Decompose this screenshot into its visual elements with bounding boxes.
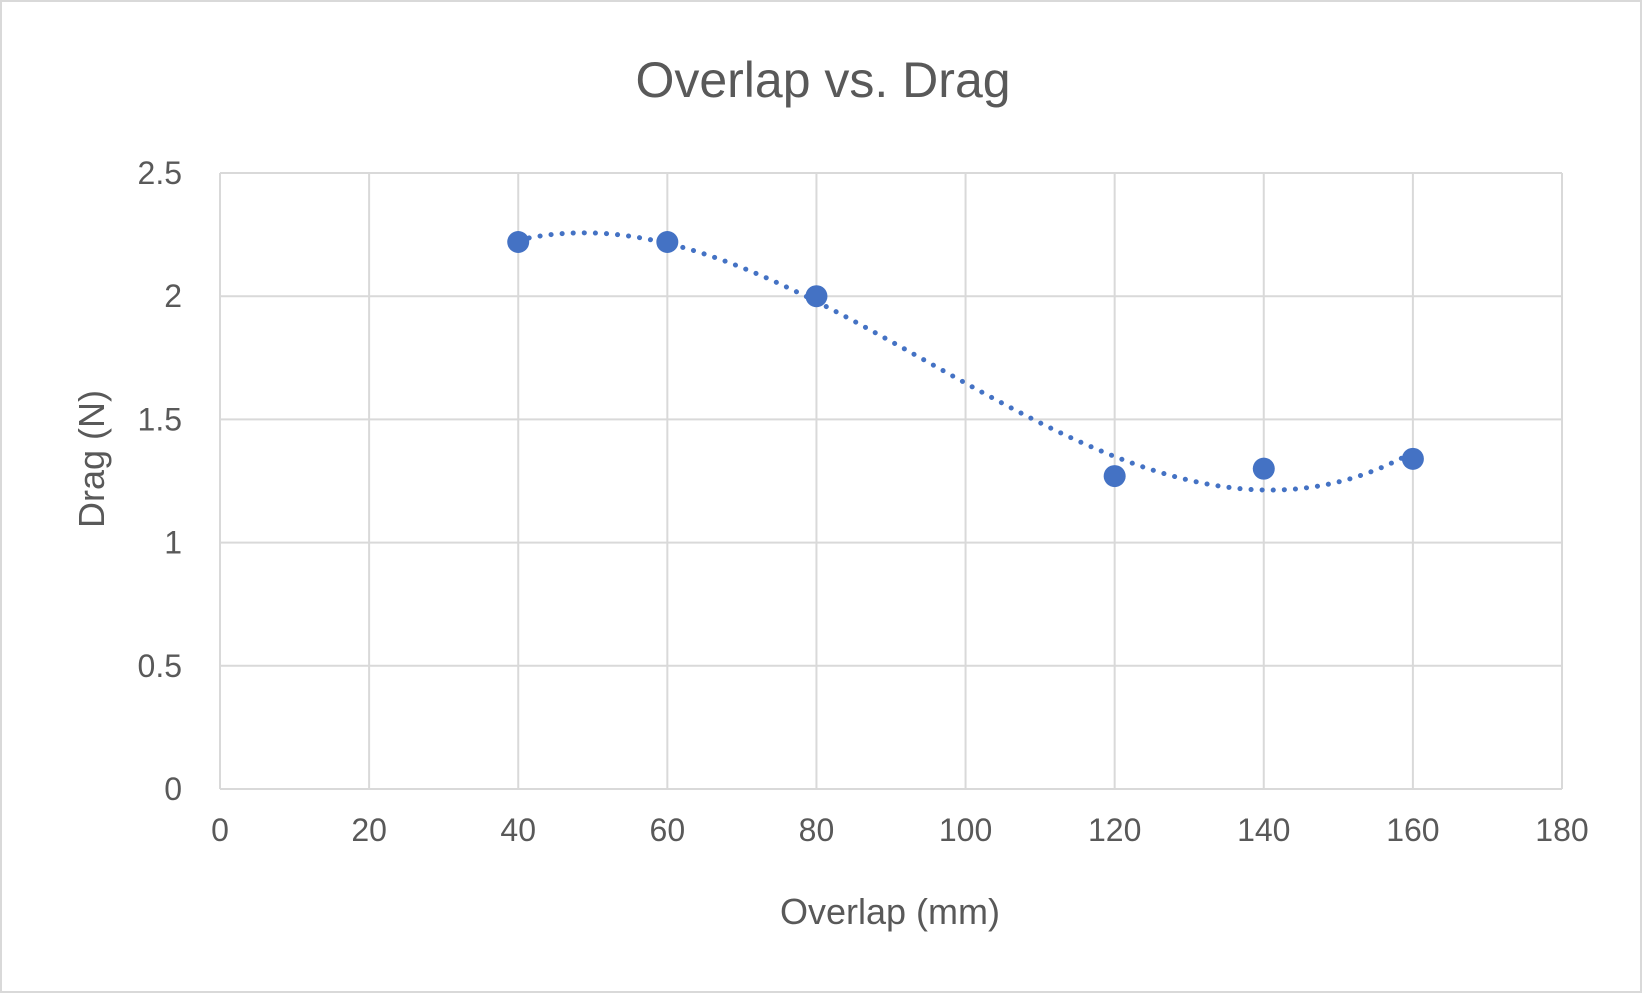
chart-title: Overlap vs. Drag [635, 52, 1010, 108]
y-tick-label: 1 [164, 525, 182, 561]
data-point [656, 230, 679, 253]
x-tick-label: 120 [1088, 812, 1141, 848]
data-point [1103, 465, 1126, 488]
trendline-series-1 [515, 230, 1416, 493]
x-axis-title: Overlap (mm) [780, 891, 1000, 932]
x-tick-label: 100 [939, 812, 992, 848]
axes: 0 20 40 60 80 100 120 140 160 180 0 0.5 1 1.5 2 2.5 [138, 155, 1589, 848]
data-points [507, 230, 1424, 488]
x-tick-label: 160 [1386, 812, 1439, 848]
data-point [1401, 447, 1424, 470]
data-point [1252, 457, 1275, 480]
y-tick-label: 1.5 [138, 401, 182, 437]
x-tick-label: 20 [351, 812, 387, 848]
y-tick-label: 2 [164, 278, 182, 314]
y-tick-label: 0.5 [138, 648, 182, 684]
x-tick-label: 60 [650, 812, 686, 848]
x-tick-label: 140 [1237, 812, 1290, 848]
data-point [507, 230, 530, 253]
y-tick-label: 0 [164, 771, 182, 807]
y-axis-title: Drag (N) [71, 390, 112, 528]
x-tick-label: 0 [211, 812, 229, 848]
y-tick-label: 2.5 [138, 155, 182, 191]
x-tick-label: 80 [799, 812, 835, 848]
trendline-layer [515, 230, 1416, 493]
grid [219, 172, 1563, 790]
data-point [805, 285, 828, 308]
x-tick-label: 180 [1535, 812, 1588, 848]
x-tick-label: 40 [500, 812, 536, 848]
